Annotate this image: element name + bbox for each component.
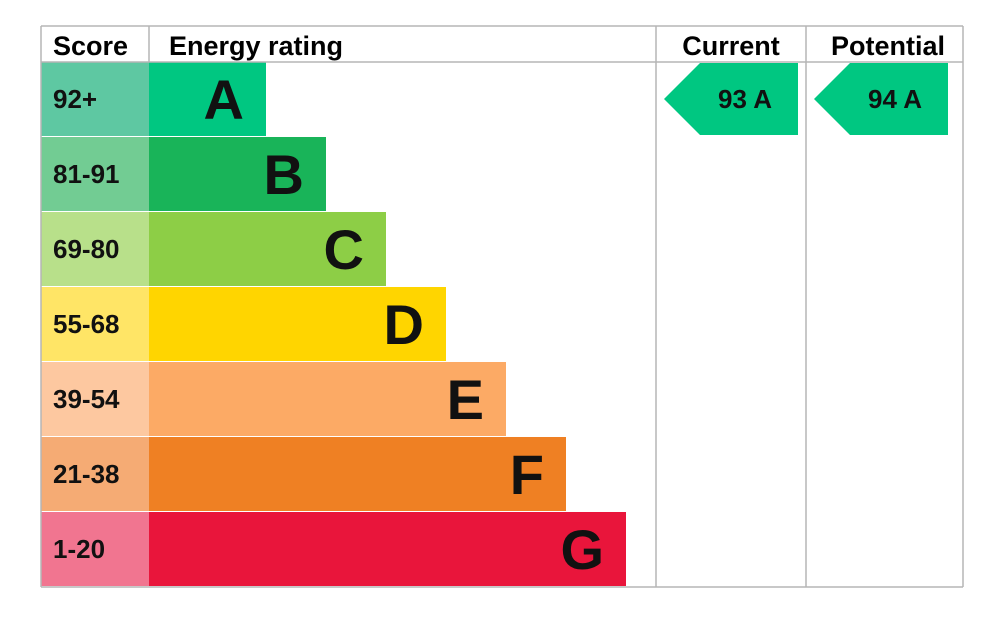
score-cell-c bbox=[41, 212, 149, 286]
current-rating-label: 93 A bbox=[718, 84, 772, 114]
band-letter-g: G bbox=[560, 518, 604, 581]
band-letter-a: A bbox=[204, 68, 244, 131]
score-cell-a bbox=[41, 62, 149, 136]
band-bar-g bbox=[149, 512, 626, 586]
score-cell-g bbox=[41, 512, 149, 586]
band-bar-a bbox=[149, 62, 266, 136]
band-letter-b: B bbox=[264, 143, 304, 206]
band-bar-f bbox=[149, 437, 566, 511]
score-label-f: 21-38 bbox=[53, 459, 120, 489]
score-label-b: 81-91 bbox=[53, 159, 120, 189]
header-potential: Potential bbox=[831, 31, 945, 61]
potential-rating-label: 94 A bbox=[868, 84, 922, 114]
band-bar-d bbox=[149, 287, 446, 361]
band-letter-d: D bbox=[384, 293, 424, 356]
current-rating-arrow bbox=[664, 63, 798, 135]
score-label-e: 39-54 bbox=[53, 384, 120, 414]
band-letter-e: E bbox=[447, 368, 484, 431]
header-energy-rating: Energy rating bbox=[169, 31, 343, 61]
score-label-g: 1-20 bbox=[53, 534, 105, 564]
bands-layer: 92+ A 81-91 B 69-80 C 55-68 D 39-54 E 21-38 F 1-20 G bbox=[41, 62, 626, 586]
score-label-c: 69-80 bbox=[53, 234, 120, 264]
score-label-a: 92+ bbox=[53, 84, 97, 114]
arrows-layer: 93 A 94 A bbox=[664, 63, 948, 135]
band-letter-f: F bbox=[510, 443, 544, 506]
potential-rating-arrow bbox=[814, 63, 948, 135]
table-grid bbox=[40, 25, 964, 588]
score-cell-d bbox=[41, 287, 149, 361]
header-current: Current bbox=[682, 31, 780, 61]
band-letter-c: C bbox=[324, 218, 364, 281]
header-score: Score bbox=[53, 31, 128, 61]
score-cell-e bbox=[41, 362, 149, 436]
band-bar-b bbox=[149, 137, 326, 211]
score-label-d: 55-68 bbox=[53, 309, 120, 339]
band-bar-e bbox=[149, 362, 506, 436]
score-cell-b bbox=[41, 137, 149, 211]
score-cell-f bbox=[41, 437, 149, 511]
band-bar-c bbox=[149, 212, 386, 286]
